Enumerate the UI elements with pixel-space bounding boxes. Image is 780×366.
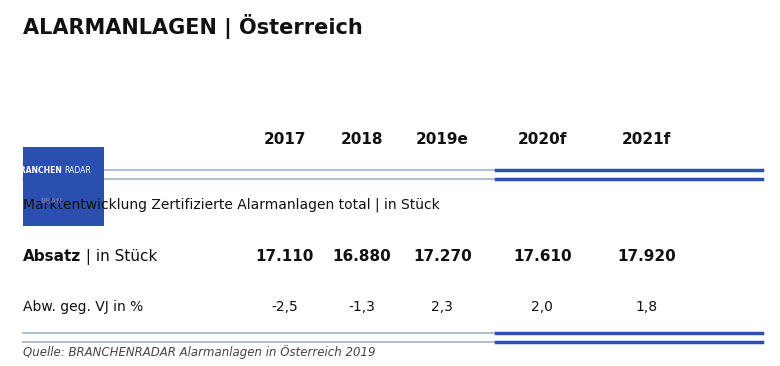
Text: BRAN: BRAN xyxy=(41,198,62,204)
Text: Abw. geg. VJ in %: Abw. geg. VJ in % xyxy=(23,300,143,314)
Text: 17.610: 17.610 xyxy=(513,249,572,264)
Text: 2020f: 2020f xyxy=(518,132,567,147)
FancyBboxPatch shape xyxy=(23,147,104,226)
Text: 2021f: 2021f xyxy=(622,132,671,147)
Text: -1,3: -1,3 xyxy=(348,300,375,314)
Text: 2017: 2017 xyxy=(264,132,306,147)
Text: | in Stück: | in Stück xyxy=(80,249,157,265)
Text: RADAR: RADAR xyxy=(64,166,90,175)
Text: -2,5: -2,5 xyxy=(271,300,298,314)
Text: 16.880: 16.880 xyxy=(332,249,391,264)
Text: 2,3: 2,3 xyxy=(431,300,453,314)
Text: 2019e: 2019e xyxy=(416,132,469,147)
Text: 2,0: 2,0 xyxy=(531,300,553,314)
Text: Absatz: Absatz xyxy=(23,249,81,264)
Text: Quelle: BRANCHENRADAR Alarmanlagen in Österreich 2019: Quelle: BRANCHENRADAR Alarmanlagen in Ös… xyxy=(23,346,375,359)
Text: 17.270: 17.270 xyxy=(413,249,472,264)
Text: 2018: 2018 xyxy=(340,132,383,147)
Text: ALARMANLAGEN | Österreich: ALARMANLAGEN | Österreich xyxy=(23,14,363,38)
Text: 17.920: 17.920 xyxy=(617,249,675,264)
Text: BRANCHEN: BRANCHEN xyxy=(15,166,62,175)
Text: 17.110: 17.110 xyxy=(255,249,314,264)
Text: 1,8: 1,8 xyxy=(635,300,658,314)
Text: Marktentwicklung Zertifizierte Alarmanlagen total | in Stück: Marktentwicklung Zertifizierte Alarmanla… xyxy=(23,197,440,212)
